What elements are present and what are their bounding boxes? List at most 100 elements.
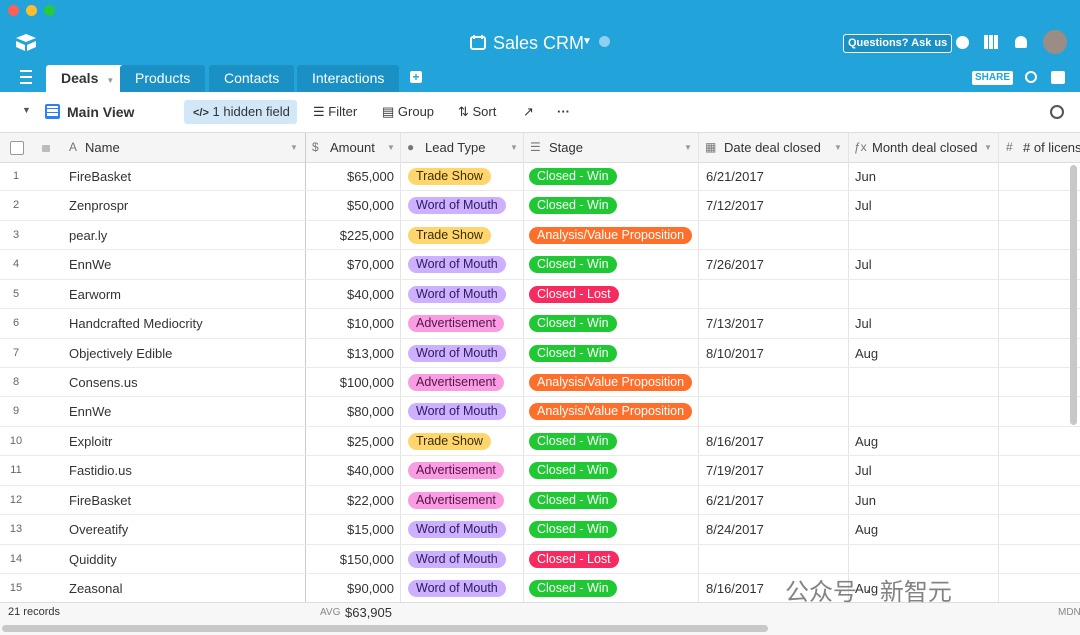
info-icon[interactable] (599, 36, 610, 47)
stage-pill[interactable]: Closed - Win (529, 580, 617, 597)
title-caret[interactable]: ▼ (582, 36, 592, 47)
lead-type-pill[interactable]: Word of Mouth (408, 256, 506, 274)
amount-cell[interactable]: $13,000 (347, 345, 394, 361)
next-summary[interactable]: MDN (1058, 607, 1080, 618)
column-name[interactable]: Date deal closed (724, 140, 821, 155)
amount-cell[interactable]: $100,000 (339, 375, 394, 390)
amount-cell[interactable]: $65,000 (347, 169, 394, 184)
name-cell[interactable]: Quiddity (69, 551, 117, 567)
avatar[interactable] (1043, 30, 1067, 54)
history-icon[interactable] (1025, 71, 1037, 83)
column-name[interactable]: Month deal closed (872, 140, 978, 155)
lead-type-pill[interactable]: Word of Mouth (408, 580, 506, 597)
summary-value[interactable]: $63,905 (345, 605, 392, 620)
stage-pill[interactable]: Closed - Lost (529, 285, 619, 303)
help-icon[interactable] (956, 36, 969, 49)
date-cell[interactable]: 6/21/2017 (706, 169, 764, 184)
name-cell[interactable]: pear.ly (69, 227, 108, 243)
lead-type-pill[interactable]: Trade Show (408, 226, 491, 244)
amount-cell[interactable]: $25,000 (347, 433, 394, 449)
blocks-icon[interactable] (1051, 71, 1065, 84)
name-cell[interactable]: Zenprospr (69, 198, 129, 214)
name-cell[interactable]: Overeatify (69, 522, 129, 538)
date-cell[interactable]: 8/10/2017 (706, 345, 764, 361)
share-view[interactable]: ↗ (523, 104, 534, 119)
date-cell[interactable]: 7/26/2017 (706, 257, 764, 273)
amount-cell[interactable]: $150,000 (339, 551, 394, 567)
lead-type-pill[interactable]: Word of Mouth (408, 285, 506, 303)
amount-cell[interactable]: $22,000 (347, 492, 394, 508)
column-name[interactable]: Lead Type (425, 140, 486, 155)
lead-type-pill[interactable]: Word of Mouth (408, 403, 506, 421)
menu-icon[interactable] (20, 70, 32, 84)
date-cell[interactable]: 8/16/2017 (706, 581, 764, 596)
stage-pill[interactable]: Analysis/Value Proposition (529, 374, 693, 391)
month-cell[interactable]: Aug (855, 581, 879, 596)
more[interactable]: ··· (557, 104, 570, 119)
column-name[interactable]: # of licens (1023, 140, 1080, 155)
month-cell[interactable]: Aug (855, 433, 879, 449)
name-cell[interactable]: Consens.us (69, 375, 138, 390)
stage-pill[interactable]: Closed - Win (529, 462, 617, 480)
name-cell[interactable]: Fastidio.us (69, 463, 132, 479)
table-tab[interactable]: Interactions (297, 65, 400, 92)
lead-type-pill[interactable]: Trade Show (408, 168, 491, 185)
month-cell[interactable]: Aug (855, 345, 879, 361)
vertical-scrollbar[interactable] (1070, 165, 1077, 425)
table-tab[interactable]: Contacts (209, 65, 295, 92)
name-cell[interactable]: Zeasonal (69, 581, 123, 596)
name-cell[interactable]: Objectively Edible (69, 345, 173, 361)
name-cell[interactable]: FireBasket (69, 169, 132, 184)
lead-type-pill[interactable]: Trade Show (408, 432, 491, 450)
lead-type-pill[interactable]: Advertisement (408, 491, 504, 509)
view-name[interactable]: Main View (67, 104, 135, 120)
stage-pill[interactable]: Closed - Win (529, 344, 617, 362)
stage-pill[interactable]: Closed - Win (529, 168, 617, 185)
stage-pill[interactable]: Analysis/Value Proposition (529, 403, 693, 421)
stage-pill[interactable]: Closed - Win (529, 491, 617, 509)
lead-type-pill[interactable]: Advertisement (408, 315, 504, 333)
search-icon[interactable] (1050, 105, 1064, 119)
name-cell[interactable]: EnnWe (69, 404, 112, 420)
column-name[interactable]: Stage (549, 140, 583, 155)
name-cell[interactable]: Exploitr (69, 433, 113, 449)
date-cell[interactable]: 7/12/2017 (706, 198, 764, 214)
name-cell[interactable]: EnnWe (69, 257, 112, 273)
lead-type-pill[interactable]: Word of Mouth (408, 197, 506, 215)
amount-cell[interactable]: $80,000 (347, 404, 394, 420)
amount-cell[interactable]: $90,000 (347, 581, 394, 596)
sort[interactable]: ⇅ Sort (458, 104, 497, 119)
amount-cell[interactable]: $70,000 (347, 257, 394, 273)
stage-pill[interactable]: Closed - Win (529, 432, 617, 450)
month-cell[interactable]: Jul (855, 257, 872, 273)
summary-label[interactable]: AVG (320, 607, 341, 618)
amount-cell[interactable]: $225,000 (339, 227, 394, 243)
lead-type-pill[interactable]: Advertisement (408, 462, 504, 480)
group[interactable]: ▤ Group (382, 104, 435, 119)
amount-cell[interactable]: $50,000 (347, 198, 394, 214)
views-caret[interactable]: ▼ (22, 105, 31, 115)
stage-pill[interactable]: Closed - Win (529, 315, 617, 333)
date-cell[interactable]: 8/24/2017 (706, 522, 764, 538)
share-button[interactable]: SHARE (972, 71, 1014, 85)
help-button[interactable]: Questions? Ask us (843, 34, 953, 53)
column-name[interactable]: Amount (330, 140, 375, 155)
add-table[interactable]: + (410, 71, 422, 83)
notifications-icon[interactable] (1015, 36, 1027, 48)
lead-type-pill[interactable]: Word of Mouth (408, 344, 506, 362)
amount-cell[interactable]: $40,000 (347, 463, 394, 479)
filter[interactable]: ☰ Filter (313, 104, 358, 119)
amount-cell[interactable]: $40,000 (347, 286, 394, 302)
month-cell[interactable]: Jul (855, 198, 872, 214)
lead-type-pill[interactable]: Advertisement (408, 374, 504, 391)
stage-pill[interactable]: Closed - Win (529, 197, 617, 215)
name-cell[interactable]: FireBasket (69, 492, 132, 508)
month-cell[interactable]: Aug (855, 522, 879, 538)
table-tab[interactable]: Deals ▼ (46, 65, 130, 92)
month-cell[interactable]: Jun (855, 169, 876, 184)
table-tab[interactable]: Products (120, 65, 206, 92)
date-cell[interactable]: 7/19/2017 (706, 463, 764, 479)
base-title[interactable]: Sales CRM (493, 33, 585, 53)
date-cell[interactable]: 6/21/2017 (706, 492, 764, 508)
stage-pill[interactable]: Analysis/Value Proposition (529, 226, 693, 244)
